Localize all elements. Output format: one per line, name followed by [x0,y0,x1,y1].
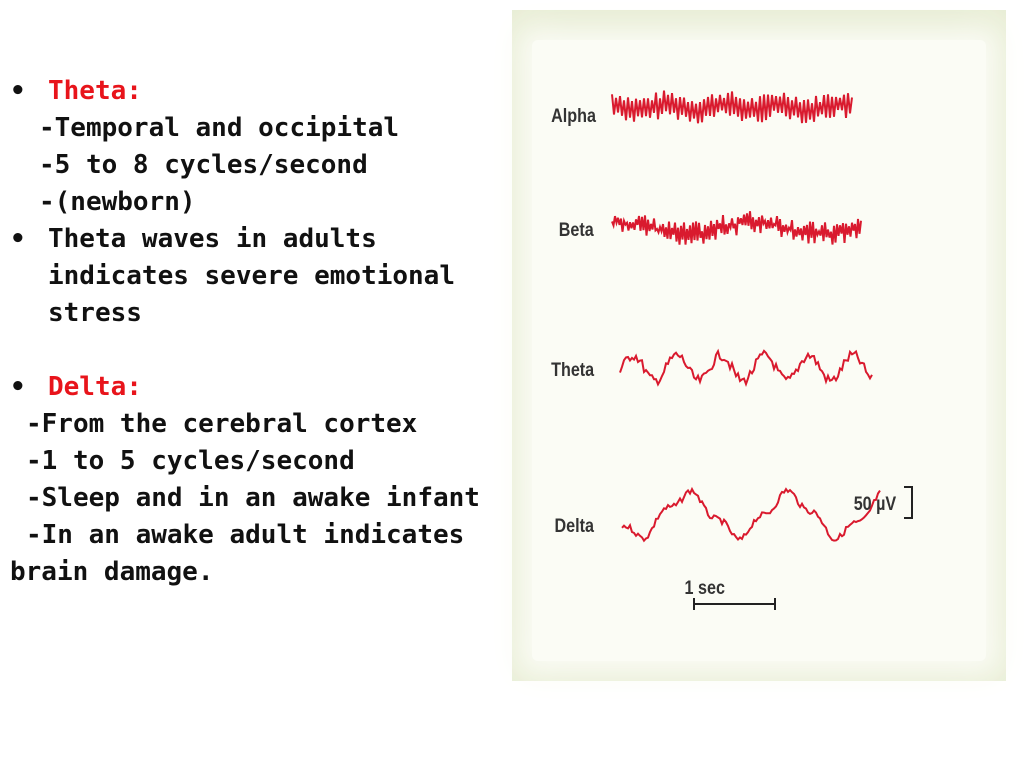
delta-line: -1 to 5 cycles/second [26,446,355,476]
alpha-wave [611,90,853,124]
delta-heading: Delta: [48,372,142,402]
slide-text: • Theta: -Temporal and occipital -5 to 8… [10,73,505,591]
eeg-figure: Alpha Beta Theta Delta 50 µV 1 sec [512,10,1006,681]
time-scale-bar [693,598,776,610]
theta-adults-line: Theta waves in adults [48,224,377,254]
theta-label: Theta [551,359,594,381]
theta-adults-line: indicates severe emotional [48,261,455,291]
delta-last-line: brain damage. [10,557,214,587]
theta-bullet: • Theta: [10,73,505,110]
bullet-dot: • [10,372,26,402]
theta-line: -(newborn) [39,187,196,217]
beta-label: Beta [559,219,594,241]
amplitude-scale-bracket [904,486,913,519]
amplitude-scale-label: 50 µV [854,493,897,515]
bullet-dot: • [10,224,26,254]
delta-bullet: • Delta: [10,369,505,406]
theta-adults-line: stress [48,298,142,328]
time-scale-label: 1 sec [685,577,726,599]
theta-wave [619,348,873,388]
spacer [10,332,505,369]
theta-adults-bullet: • Theta waves in adults [10,221,505,258]
delta-line: -From the cerebral cortex [26,409,418,439]
delta-line: -Sleep and in an awake infant [26,483,480,513]
alpha-label: Alpha [551,105,596,127]
delta-label: Delta [555,515,595,537]
delta-wave [621,486,881,543]
delta-line: -In an awake adult indicates [26,520,465,550]
eeg-waveforms: Alpha Beta Theta Delta 50 µV 1 sec [551,90,913,610]
theta-line: -Temporal and occipital [39,113,400,143]
theta-line: -5 to 8 cycles/second [39,150,368,180]
theta-heading: Theta: [48,76,142,106]
bullet-dot: • [10,76,26,106]
eeg-figure-panel [532,40,986,661]
beta-wave [611,211,862,245]
